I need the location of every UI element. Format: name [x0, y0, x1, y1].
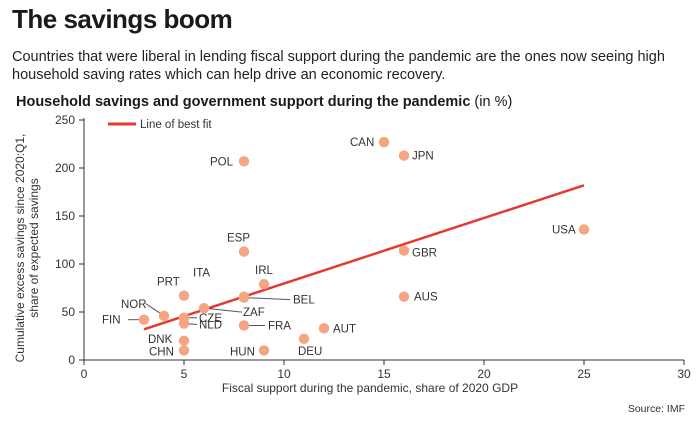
label-irl: IRL: [255, 265, 274, 277]
x-tick-label: 15: [377, 367, 391, 381]
point-jpn: [398, 150, 410, 161]
leader-bel: [243, 297, 291, 301]
x-tick-label: 30: [677, 367, 691, 381]
point-bel: [238, 292, 250, 303]
label-hun: HUN: [230, 346, 255, 358]
x-tick-label: 25: [577, 367, 591, 381]
point-nld: [178, 318, 190, 329]
leader-zaf: [203, 307, 243, 313]
label-gbr: GBR: [412, 248, 437, 260]
point-usa: [578, 224, 590, 235]
chart-unit: (in %): [474, 94, 513, 110]
point-can: [378, 136, 390, 148]
label-deu: DEU: [298, 346, 322, 358]
y-tick-label: 150: [55, 209, 75, 223]
y-tick-label: 200: [55, 161, 75, 175]
y-tick-label: 250: [55, 113, 75, 127]
legend: Line of best fit: [108, 119, 212, 131]
label-esp: ESP: [227, 233, 250, 245]
best-fit-layer: [143, 184, 585, 331]
x-tick-label: 5: [181, 367, 188, 381]
page-title: The savings boom: [12, 4, 233, 34]
label-ita: ITA: [193, 268, 210, 280]
label-prt: PRT: [157, 277, 180, 289]
point-esp: [238, 246, 250, 257]
page-subtitle: Countries that were liberal in lending f…: [12, 49, 665, 83]
y-tick-label: 50: [62, 305, 76, 319]
y-tick-label: 0: [68, 353, 75, 367]
label-aus: AUS: [414, 292, 438, 304]
x-tick-label: 20: [477, 367, 491, 381]
y-tick-label: 100: [55, 257, 75, 271]
y-axis-title-line1: Cumulative excess savings since 2020:Q1,: [13, 134, 27, 363]
point-prt: [178, 290, 190, 301]
label-chn: CHN: [149, 346, 174, 358]
legend-label: Line of best fit: [140, 119, 212, 131]
point-irl: [258, 278, 270, 290]
label-nld: NLD: [199, 320, 222, 332]
point-nor: [158, 310, 170, 322]
label-jpn: JPN: [412, 151, 434, 163]
point-gbr: [398, 245, 410, 256]
point-aut: [318, 323, 330, 334]
points-layer: [138, 136, 590, 356]
label-cze: CZE: [199, 313, 222, 325]
point-pol: [238, 156, 250, 167]
label-zaf: ZAF: [243, 307, 265, 319]
best-fit-line: [143, 184, 585, 331]
label-bel: BEL: [293, 295, 315, 307]
point-aus: [398, 291, 410, 302]
label-aut: AUT: [333, 323, 356, 335]
label-pol: POL: [210, 156, 234, 168]
chart-title: Household savings and government support…: [16, 94, 471, 110]
label-can: CAN: [350, 137, 374, 149]
point-fin: [138, 314, 150, 325]
point-dnk: [178, 335, 190, 346]
x-tick-label: 10: [277, 367, 291, 381]
source-note: Source: IMF: [627, 403, 685, 415]
point-deu: [298, 333, 310, 345]
axes: 0 50 100 150 200 250 0 5 10 15 20 25 30: [55, 113, 691, 381]
label-dnk: DNK: [148, 334, 173, 346]
point-fra: [238, 320, 250, 331]
label-usa: USA: [552, 224, 576, 236]
point-chn: [178, 345, 190, 356]
label-nor: NOR: [121, 299, 147, 311]
x-tick-label: 0: [81, 367, 88, 381]
point-hun: [258, 345, 270, 356]
point-zaf: [198, 302, 210, 314]
point-labels: CANJPNPOLUSAESPGBRIRLITABELPRTAUSZAFNORF…: [102, 137, 576, 358]
label-fin: FIN: [102, 315, 121, 327]
label-fra: FRA: [268, 320, 291, 332]
y-axis-title-line2: share of expected savings: [27, 178, 41, 317]
chart-heading: Household savings and government support…: [16, 94, 512, 110]
x-axis-title: Fiscal support during the pandemic, shar…: [222, 381, 518, 395]
